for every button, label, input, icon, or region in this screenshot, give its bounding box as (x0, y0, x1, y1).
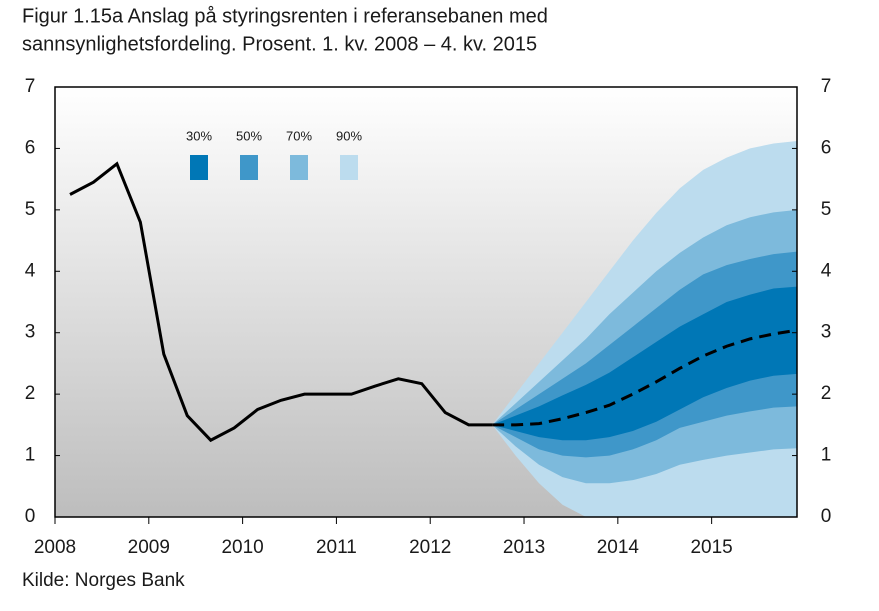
x-tick-label: 2009 (128, 537, 170, 558)
y-tick-label: 4 (25, 260, 36, 281)
y2-tick-label: 4 (821, 260, 832, 281)
x-tick-label: 2015 (690, 537, 732, 558)
y-tick-label: 0 (25, 506, 36, 527)
x-tick-label: 2008 (34, 537, 76, 558)
legend-swatch (290, 155, 308, 180)
line (492, 328, 798, 427)
y-tick-label: 1 (25, 445, 36, 466)
x-tick-label: 2011 (316, 537, 357, 558)
plot-frame (54, 86, 798, 518)
y2-tick-label: 7 (821, 76, 832, 97)
legend-swatch (240, 155, 258, 180)
title-line: sannsynlighetsfordeling. Prosent. 1. kv.… (22, 33, 537, 55)
legend-label: 30% (186, 128, 212, 143)
source: Kilde: Norges Bank (22, 570, 185, 591)
y-tick-label: 3 (25, 322, 36, 343)
x-tick-label: 2014 (597, 537, 640, 558)
y-tick-label: 7 (25, 76, 36, 97)
x-tick-label: 2012 (409, 537, 451, 558)
legend-label: 90% (336, 128, 362, 143)
legend-label: 50% (236, 128, 262, 143)
y-tick-label: 6 (25, 137, 36, 158)
y2-tick-label: 6 (821, 137, 832, 158)
legend-swatch (190, 155, 208, 180)
y-tick-label: 2 (25, 383, 36, 404)
x-tick-label: 2010 (221, 537, 263, 558)
x-tick-label: 2013 (503, 537, 545, 558)
legend-swatch (340, 155, 358, 180)
fan-band (492, 286, 797, 441)
legend-label: 70% (286, 128, 312, 143)
y2-tick-label: 0 (821, 506, 832, 527)
y2-tick-label: 5 (821, 199, 832, 220)
line (69, 161, 493, 443)
y-tick-label: 5 (25, 199, 36, 220)
title-line: Figur 1.15a Anslag på styringsrenten i r… (22, 5, 548, 27)
y2-tick-label: 3 (821, 322, 832, 343)
y2-tick-label: 2 (821, 383, 832, 404)
y2-tick-label: 1 (821, 445, 832, 466)
